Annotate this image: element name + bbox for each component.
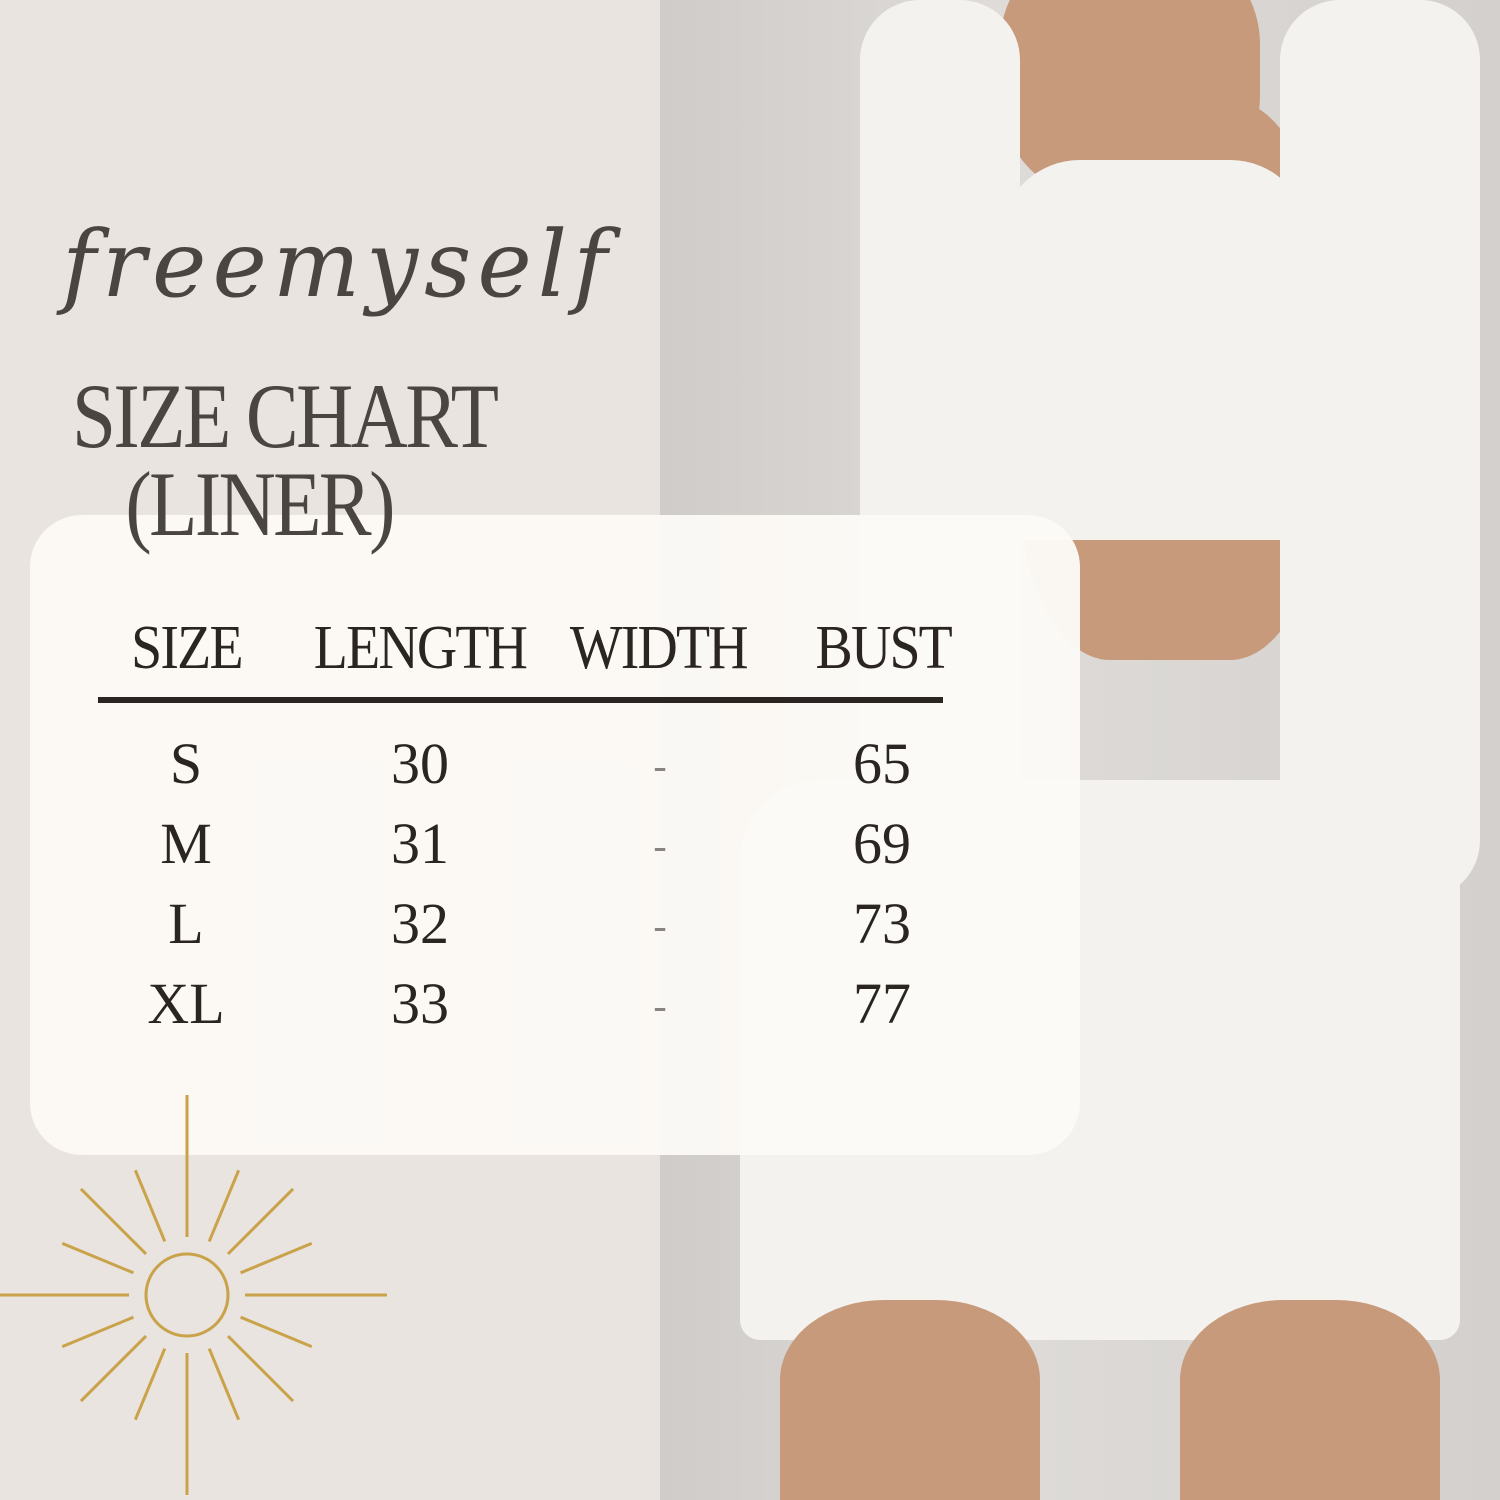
cell-length: 33	[391, 971, 449, 1036]
sun-ray	[79, 1187, 148, 1256]
header-divider	[98, 697, 943, 703]
cell-bust: 77	[853, 971, 911, 1036]
header-size: SIZE	[131, 614, 243, 682]
sun-ray	[240, 1315, 313, 1349]
cell-width: -	[653, 743, 667, 788]
sun-circle	[144, 1252, 230, 1338]
title-line-1: SIZE CHART	[72, 365, 499, 467]
cell-length: 30	[391, 731, 449, 796]
sun-ray	[133, 1348, 167, 1421]
sun-icon	[0, 1095, 387, 1495]
cell-bust: 65	[853, 731, 911, 796]
brand-logo: freemyself	[62, 211, 614, 318]
cell-size: XL	[147, 971, 225, 1036]
sun-ray	[133, 1169, 167, 1242]
cell-size: S	[169, 731, 203, 796]
sun-ray	[207, 1169, 241, 1242]
sun-ray	[79, 1334, 148, 1403]
cell-width: -	[653, 903, 667, 948]
title-line-2: (LINER)	[125, 453, 395, 555]
page-title: SIZE CHART (LINER)	[72, 370, 499, 555]
sun-ray	[61, 1315, 134, 1349]
cell-length: 31	[391, 811, 449, 876]
sun-ray	[240, 1241, 313, 1275]
sun-ray	[207, 1348, 241, 1421]
cell-length: 32	[391, 891, 449, 956]
sun-ray	[61, 1241, 134, 1275]
size-table-card	[30, 515, 1080, 1155]
header-bust: BUST	[815, 614, 953, 682]
cell-bust: 69	[853, 811, 911, 876]
cell-width: -	[653, 823, 667, 868]
header-length: LENGTH	[313, 614, 528, 682]
sun-ray	[226, 1187, 295, 1256]
model-photo	[660, 0, 1500, 1500]
sun-ray	[226, 1334, 295, 1403]
header-width: WIDTH	[569, 614, 749, 682]
cell-bust: 73	[853, 891, 911, 956]
cell-size: L	[168, 891, 204, 956]
cell-size: M	[160, 811, 212, 876]
cell-width: -	[653, 983, 667, 1028]
